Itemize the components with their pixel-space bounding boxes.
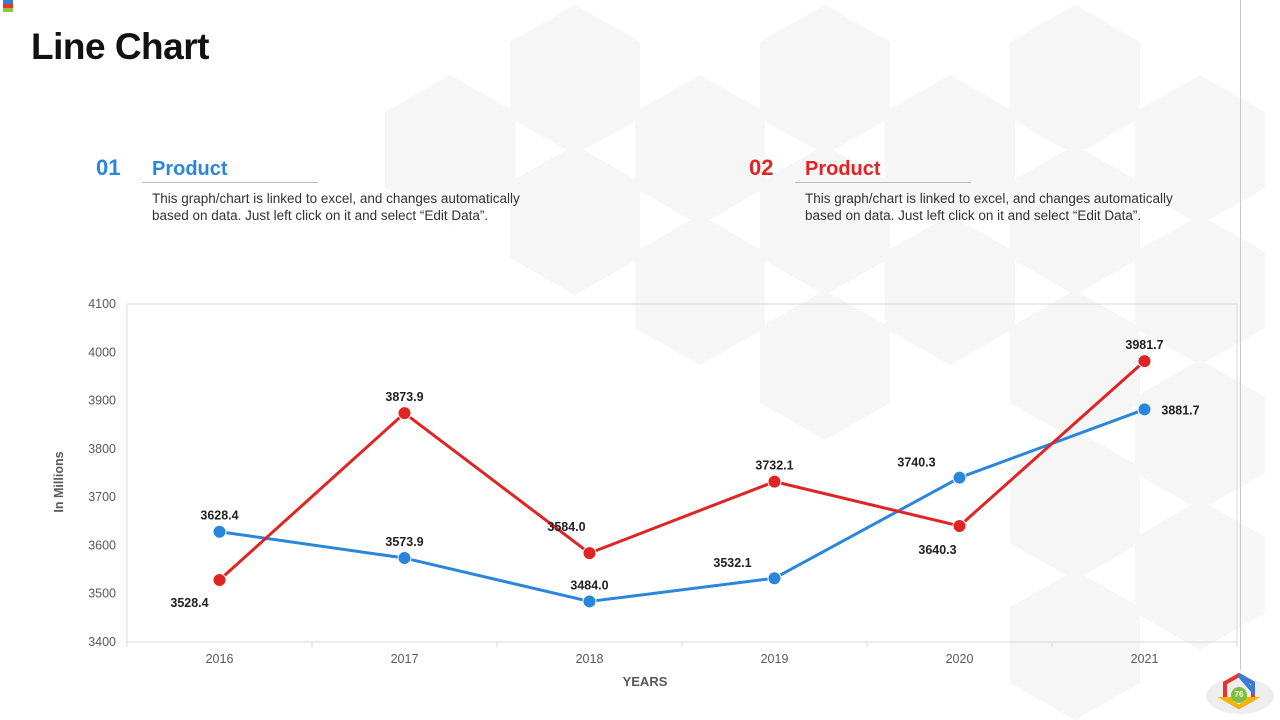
page-title: Line Chart (31, 26, 209, 67)
corner-mark-red (3, 4, 13, 8)
series-2-point[interactable] (952, 518, 967, 533)
product-description-01: This graph/chart is linked to excel, and… (152, 191, 520, 223)
series-1-data-label: 3628.4 (200, 509, 238, 523)
x-tick-label: 2021 (1131, 652, 1159, 666)
y-tick-label: 3600 (88, 538, 116, 552)
y-tick-label: 3400 (88, 635, 116, 649)
page-number-badge: 76 (1231, 687, 1247, 703)
series-1-data-label: 3532.1 (713, 556, 751, 570)
x-tick-label: 2016 (206, 652, 234, 666)
series-2-data-label: 3981.7 (1125, 338, 1163, 352)
series-1-data-label: 3573.9 (385, 535, 423, 549)
product-number-01: 01 (96, 155, 121, 180)
y-tick-label: 3900 (88, 394, 116, 408)
y-tick-label: 3700 (88, 490, 116, 504)
series-2-point[interactable] (767, 474, 782, 489)
series-1-data-label: 3881.7 (1161, 403, 1199, 417)
corner-mark-green (3, 8, 13, 12)
series-1-point[interactable] (582, 594, 597, 609)
y-axis-title: In Millions (52, 451, 66, 512)
series-line-1 (219, 408, 1146, 603)
series-2-point[interactable] (1137, 354, 1152, 369)
series-2-data-label: 3873.9 (385, 390, 423, 404)
x-tick-label: 2020 (946, 652, 974, 666)
series-1-point[interactable] (212, 524, 227, 539)
product-number-02: 02 (749, 155, 774, 180)
series-2-point[interactable] (582, 546, 597, 561)
corner-color-mark (3, 0, 13, 16)
series-1-point[interactable] (397, 551, 412, 566)
y-tick-label: 3500 (88, 587, 116, 601)
series-line-2 (218, 360, 1146, 582)
series-1-point[interactable] (1137, 402, 1152, 417)
x-axis-title: YEARS (623, 674, 668, 689)
product-description-02: This graph/chart is linked to excel, and… (805, 191, 1173, 223)
series-1-data-label: 3740.3 (897, 456, 935, 470)
y-tick-label: 4000 (88, 345, 116, 359)
series-2-data-label: 3732.1 (755, 459, 793, 473)
product-underline-02 (795, 182, 971, 183)
right-divider-line (1240, 0, 1241, 670)
x-tick-label: 2017 (391, 652, 419, 666)
product-label-01: Product (152, 158, 228, 180)
series-2-point[interactable] (397, 406, 412, 421)
x-tick-label: 2019 (761, 652, 789, 666)
y-tick-label: 4100 (88, 297, 116, 311)
product-label-02: Product (805, 158, 881, 180)
series-2-data-label: 3640.3 (918, 543, 956, 557)
series-2-data-label: 3584.0 (547, 520, 585, 534)
series-1-point[interactable] (767, 571, 782, 586)
series-2-point[interactable] (212, 573, 227, 588)
corner-mark-blue (3, 0, 13, 4)
x-tick-label: 2018 (576, 652, 604, 666)
series-1-data-label: 3484.0 (570, 578, 608, 592)
y-tick-label: 3800 (88, 442, 116, 456)
product-underline-01 (142, 182, 318, 183)
series-2-data-label: 3528.4 (170, 596, 208, 610)
series-1-point[interactable] (952, 470, 967, 485)
